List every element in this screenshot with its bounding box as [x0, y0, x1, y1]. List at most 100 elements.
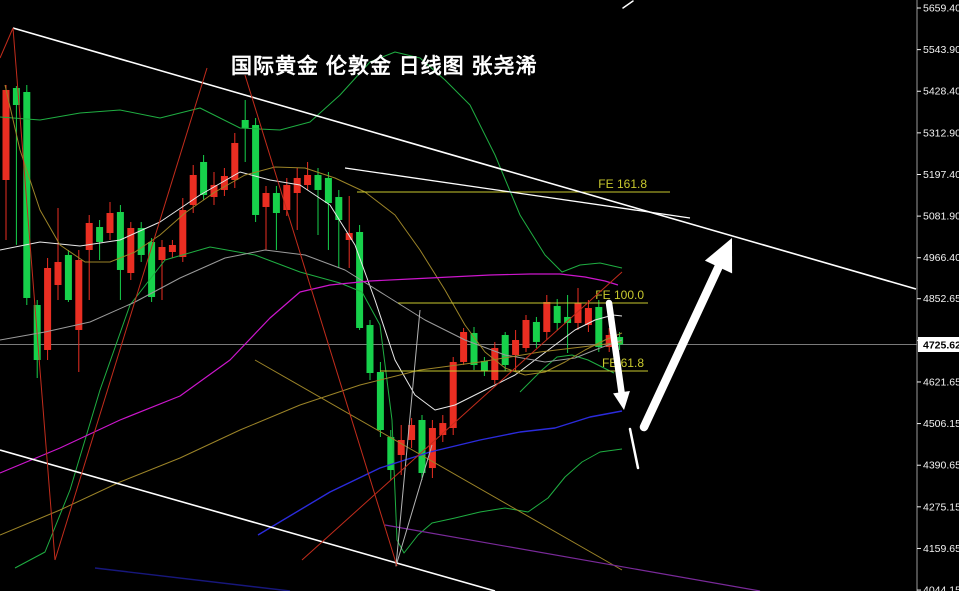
small-down-arrow-shaft[interactable]: [605, 299, 625, 396]
candle-up: [106, 213, 114, 234]
candle-down: [272, 193, 280, 214]
red-peak-left[interactable]: [0, 27, 56, 561]
price-axis-label: 4159.65: [923, 543, 959, 555]
price-axis-label: 5197.40: [923, 169, 959, 181]
candle-down: [64, 254, 72, 300]
big-up-arrow-shaft[interactable]: [639, 262, 723, 432]
ma-white-fast: [0, 171, 623, 411]
candle-up: [2, 89, 10, 180]
white-streak: [628, 427, 640, 470]
candle-down: [387, 437, 395, 471]
candle-down: [418, 420, 426, 474]
price-axis-label: 4506.15: [923, 418, 959, 430]
candle-down: [148, 241, 156, 298]
candle-down: [532, 321, 540, 342]
candle-down: [324, 177, 332, 203]
candle-down: [376, 372, 384, 431]
candle-down: [200, 161, 208, 195]
candle-down: [241, 120, 249, 128]
candle-up: [449, 361, 457, 428]
candle-down: [12, 88, 20, 106]
candle-down: [356, 232, 364, 328]
price-axis-label: 4275.15: [923, 501, 959, 513]
candle-up: [54, 261, 62, 286]
zigzag-gray: [395, 309, 433, 567]
price-axis-label: 5659.40: [923, 3, 959, 15]
candle-up: [522, 320, 530, 348]
candle-up: [460, 332, 468, 362]
current-price-value: 4725.62: [923, 339, 959, 351]
candle-down: [335, 197, 343, 220]
ma-magenta: [0, 273, 619, 474]
big-up-arrow-head[interactable]: [704, 238, 733, 274]
candle-up: [584, 308, 592, 326]
chart-title: 国际黄金 伦敦金 日线图 张尧浠: [231, 55, 538, 78]
price-axis-label: 4390.65: [923, 460, 959, 472]
candle-down: [23, 92, 31, 298]
candle-up: [491, 348, 499, 380]
candle-down: [480, 360, 488, 371]
red-falling-mid[interactable]: [244, 74, 398, 567]
candle-up: [304, 174, 312, 186]
candle-down: [366, 325, 374, 374]
candle-up: [262, 193, 270, 207]
candle-up: [543, 301, 551, 332]
candle-up: [283, 185, 291, 211]
candle-up: [85, 222, 93, 250]
price-axis-label: 4966.40: [923, 252, 959, 264]
olive-diagonal: [254, 359, 623, 571]
current-price-box: [918, 336, 959, 352]
green-mid-line: [519, 354, 615, 393]
candle-down: [501, 334, 509, 366]
candle-up: [408, 425, 416, 440]
candle-up: [439, 423, 447, 435]
candle-down: [252, 125, 260, 215]
price-axis-label: 5543.90: [923, 44, 959, 56]
ma-olive-fast: [4, 84, 623, 376]
violet-low-line: [384, 524, 761, 591]
candle-up: [574, 302, 582, 323]
price-axis-label: 5312.90: [923, 127, 959, 139]
candle-up: [189, 174, 197, 206]
candle-up: [168, 245, 176, 252]
price-axis-label: 5081.90: [923, 211, 959, 223]
candle-down: [553, 305, 561, 323]
candle-up: [179, 210, 187, 258]
candle-up: [293, 177, 301, 194]
ma-blue: [257, 410, 623, 536]
candle-up: [210, 185, 218, 198]
navy-low-line: [94, 567, 291, 591]
candle-up: [428, 428, 436, 469]
candle-up: [231, 142, 239, 180]
white-line-2[interactable]: [344, 167, 691, 219]
candle-down: [470, 333, 478, 366]
candle-down: [564, 316, 572, 323]
candle-up: [44, 268, 52, 350]
channel-lower-white[interactable]: [0, 449, 496, 591]
red-rising-right[interactable]: [301, 271, 623, 561]
candle-up: [127, 228, 135, 274]
small-down-arrow-head[interactable]: [613, 390, 630, 410]
price-axis-label: 4621.65: [923, 376, 959, 388]
ma-gray-slow: [0, 249, 623, 363]
red-rising-left[interactable]: [54, 67, 208, 561]
ma-olive-rising: [0, 341, 623, 536]
price-axis-label: 5428.40: [923, 86, 959, 98]
price-axis-label: 4044.15: [923, 585, 959, 591]
price-axis-label: 4852.65: [923, 293, 959, 305]
candle-up: [512, 340, 520, 355]
candle-up: [158, 246, 166, 260]
top-tick: [622, 0, 634, 9]
candle-down: [116, 212, 124, 270]
candle-down: [314, 174, 322, 190]
candle-up: [397, 440, 405, 456]
fib-level-label: FE 61.8: [602, 356, 644, 370]
candle-down: [137, 228, 145, 255]
candle-down: [595, 306, 603, 347]
channel-upper-white[interactable]: [12, 27, 917, 290]
candle-up: [75, 260, 83, 330]
candle-up: [220, 176, 228, 190]
